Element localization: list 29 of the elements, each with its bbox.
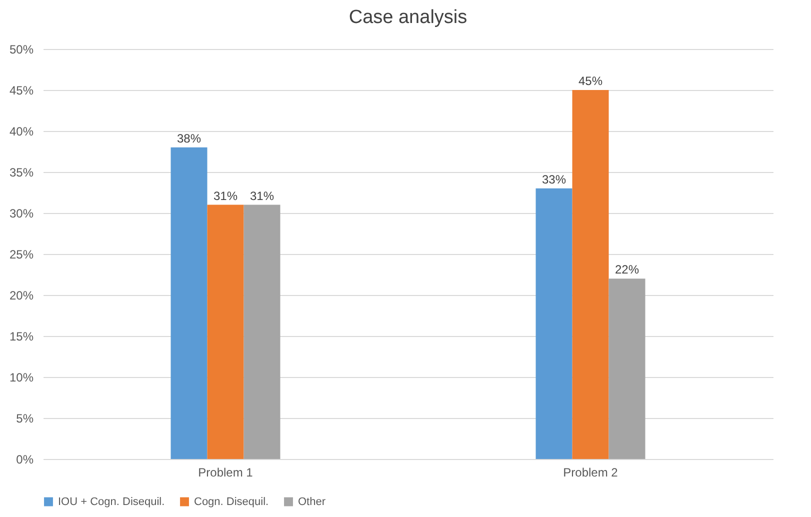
data-label: 38%	[176, 131, 202, 146]
bar	[572, 90, 609, 459]
legend-label: IOU + Cogn. Disequil.	[58, 496, 165, 508]
y-tick-label: 25%	[9, 248, 34, 262]
data-label: 22%	[614, 262, 640, 277]
y-tick-label: 45%	[9, 84, 34, 98]
y-tick-label: 50%	[9, 42, 34, 56]
x-tick-label: Problem 1	[198, 466, 254, 480]
legend-label: Other	[298, 496, 326, 508]
y-tick-label: 40%	[9, 124, 34, 138]
chart-title: Case analysis	[348, 7, 468, 28]
y-tick-label: 10%	[9, 370, 34, 384]
data-label: 31%	[213, 188, 238, 203]
y-tick-label: 30%	[9, 206, 34, 220]
y-tick-label: 5%	[16, 412, 34, 426]
y-tick-label: 35%	[9, 166, 34, 180]
bar	[608, 278, 646, 459]
y-tick-label: 0%	[16, 452, 34, 466]
bar	[536, 188, 572, 459]
data-label: 31%	[250, 188, 274, 203]
bar	[244, 204, 280, 459]
bar	[207, 204, 244, 459]
data-label: 33%	[542, 172, 566, 186]
legend-label: Cogn. Disequil.	[194, 496, 269, 508]
y-tick-label: 15%	[9, 330, 34, 344]
bar	[170, 147, 208, 459]
data-label: 45%	[578, 74, 603, 88]
x-tick-label: Problem 2	[563, 466, 618, 480]
y-tick-label: 20%	[9, 288, 34, 302]
